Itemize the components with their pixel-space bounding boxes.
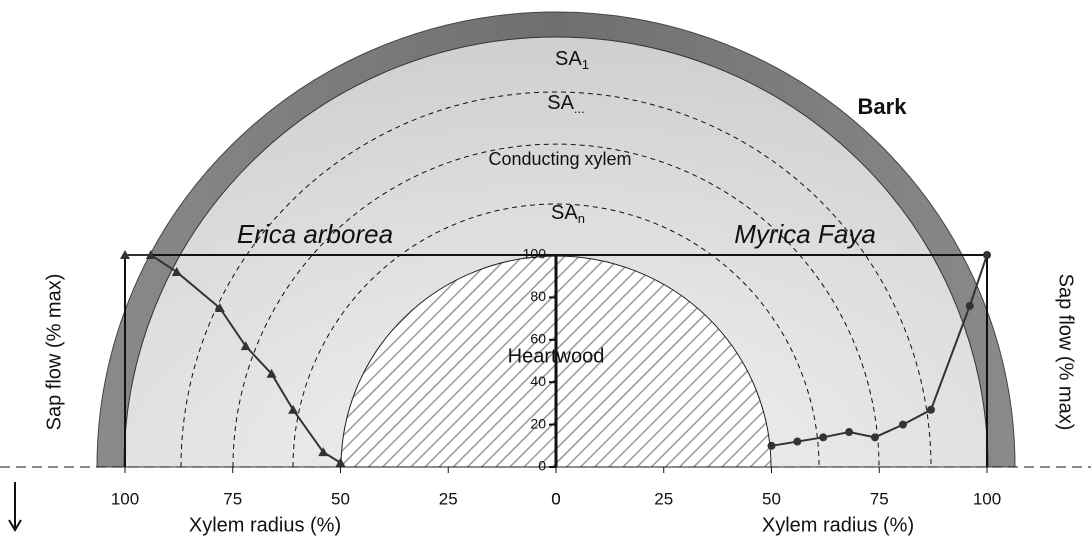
marker (288, 404, 299, 414)
x-tick-label: 50 (331, 489, 350, 508)
marker (819, 433, 828, 442)
marker (926, 405, 935, 414)
ring (292, 203, 820, 468)
x-tick-label: 75 (870, 489, 889, 508)
marker (983, 251, 991, 259)
y-tick-label: 0 (538, 458, 546, 474)
x-tick-label: 50 (762, 489, 781, 508)
y-axis-label: Sap flow (% max) (1055, 274, 1077, 431)
series-label: Erica arborea (237, 219, 393, 249)
marker (318, 447, 329, 457)
marker (240, 341, 251, 351)
x-tick-label: 75 (223, 489, 242, 508)
x-axis-label: Xylem radius (%) (762, 514, 914, 536)
arrow-head (8, 519, 22, 532)
sa-label: SA1 (555, 48, 589, 72)
y-tick-label: 20 (530, 415, 546, 431)
x-tick-label: 0 (551, 489, 560, 508)
y-tick-label: 60 (530, 331, 546, 347)
marker (145, 250, 156, 259)
y-tick-label: 80 (530, 288, 546, 304)
sa-label: SA... (547, 92, 585, 116)
ring (180, 91, 932, 468)
marker (965, 301, 974, 310)
conducting-xylem (123, 36, 989, 468)
marker (870, 433, 879, 442)
x-tick-label: 100 (973, 489, 1001, 508)
series-label: Myrica Faya (734, 219, 876, 249)
ring (232, 143, 880, 468)
x-tick-label: 25 (439, 489, 458, 508)
sa-label: SAn (551, 202, 585, 226)
marker (335, 457, 346, 467)
y-axis-label: Sap flow (% max) (43, 274, 65, 431)
marker (845, 428, 854, 437)
marker (214, 303, 225, 312)
y-tick-label: 100 (523, 246, 547, 262)
conducting-label: Conducting xylem (488, 149, 631, 169)
x-tick-label: 100 (111, 489, 139, 508)
marker (266, 368, 277, 378)
x-tick-label: 0 (551, 489, 560, 508)
marker (767, 441, 776, 450)
marker (120, 250, 130, 259)
bark-label: Bark (858, 94, 908, 119)
x-tick-label: 25 (654, 489, 673, 508)
marker (898, 420, 907, 429)
marker (793, 437, 802, 446)
x-axis-label: Xylem radius (%) (189, 514, 341, 536)
marker (171, 266, 182, 276)
y-tick-label: 40 (530, 373, 546, 389)
